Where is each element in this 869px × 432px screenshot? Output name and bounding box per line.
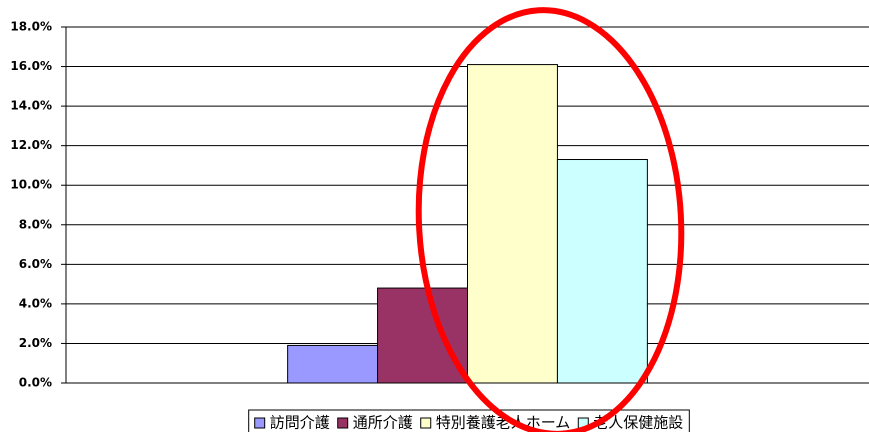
bar <box>377 287 468 384</box>
legend-swatch <box>420 417 432 429</box>
y-tick-label: 4.0% <box>19 296 52 310</box>
plot-area: 0.0% 2.0% 4.0% 6.0% 8.0% 10.0% 12.0% 14.0% 16.0%… <box>10 20 869 390</box>
y-tick-label: 18.0% <box>10 20 52 34</box>
bar <box>287 344 379 384</box>
legend-label: 通所介護 <box>353 414 413 432</box>
legend-swatch <box>254 417 266 429</box>
legend-swatch <box>337 417 349 429</box>
y-tick-label: 6.0% <box>19 257 52 271</box>
legend: 訪問介護 通所介護 特別養護老人ホーム 老人保健施設 <box>248 409 690 432</box>
legend-label: 老人保健施設 <box>593 414 683 432</box>
bar <box>467 64 558 384</box>
legend-label: 訪問介護 <box>270 414 330 432</box>
y-tick-label: 0.0% <box>19 376 52 390</box>
bar <box>556 159 648 384</box>
y-tick-label: 10.0% <box>10 178 52 192</box>
highlight-ellipse <box>415 7 685 432</box>
legend-box <box>248 409 690 432</box>
y-tick-label: 12.0% <box>10 138 52 152</box>
y-tick-label: 2.0% <box>19 336 52 350</box>
y-tick-label: 8.0% <box>19 217 52 231</box>
legend-label: 特別養護老人ホーム <box>436 414 571 432</box>
y-tick-label: 16.0% <box>10 59 52 73</box>
y-tick-label: 14.0% <box>10 99 52 113</box>
